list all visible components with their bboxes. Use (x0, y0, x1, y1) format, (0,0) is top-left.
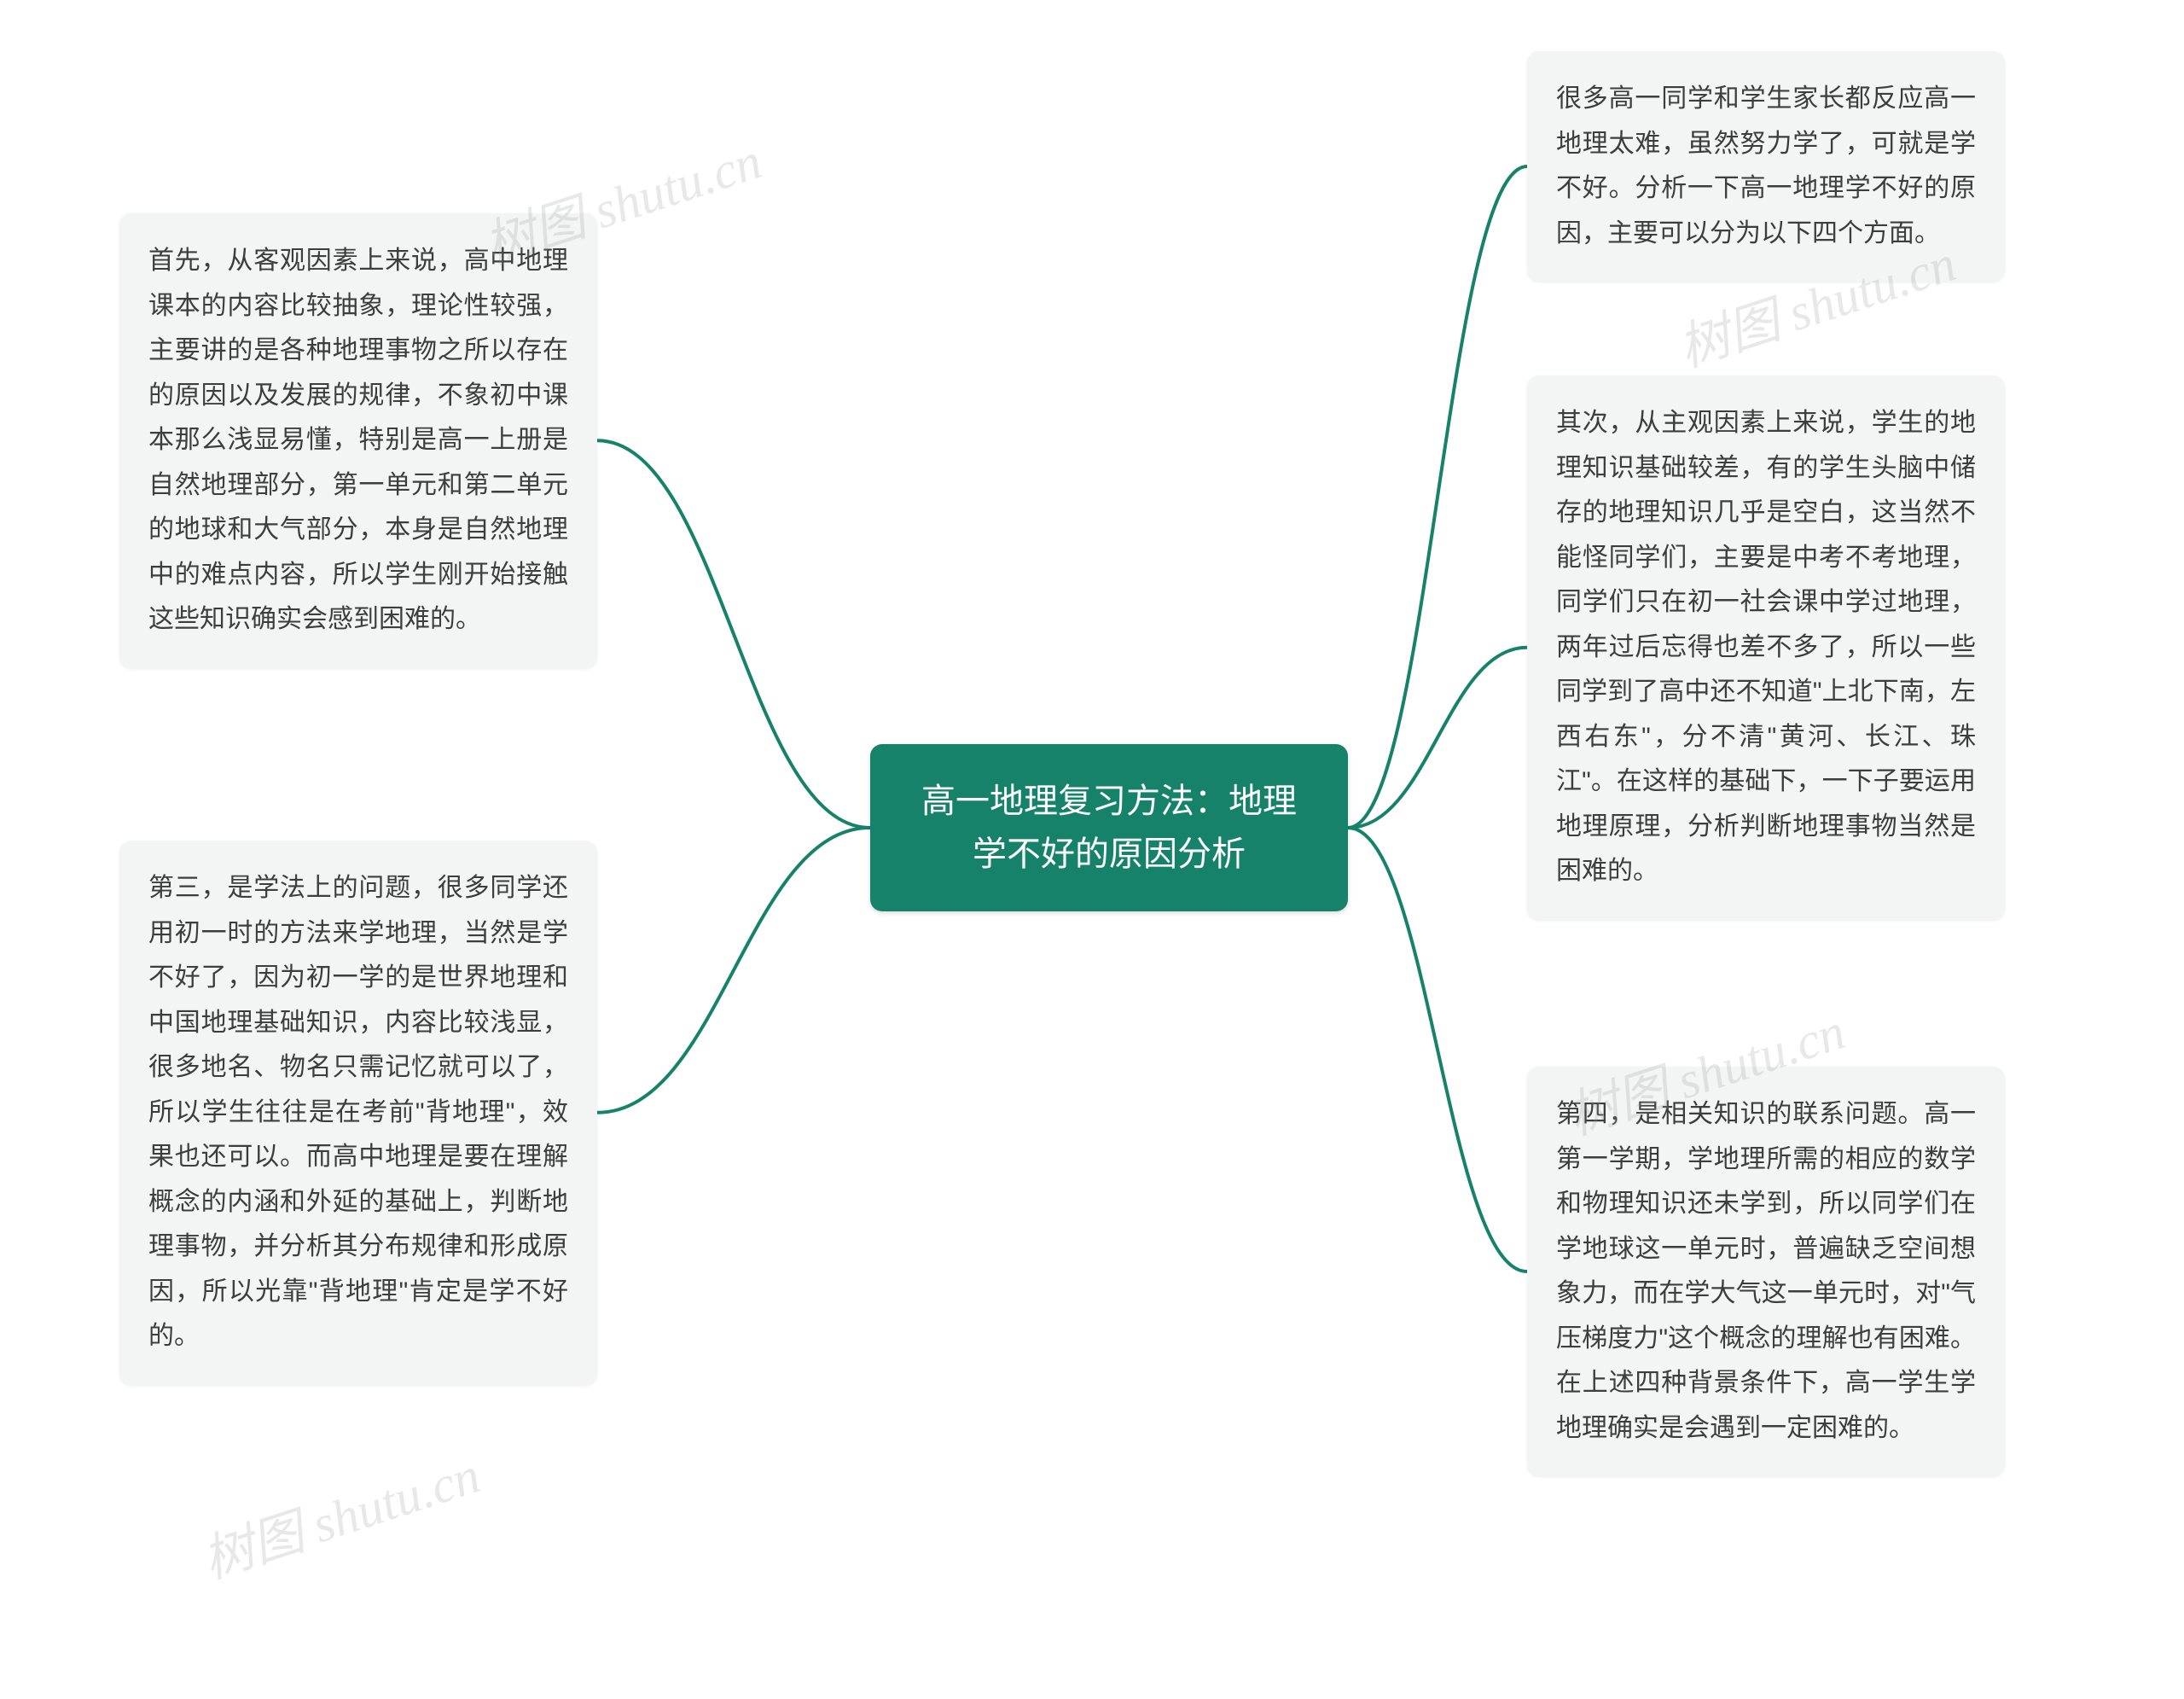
mindmap-canvas: 高一地理复习方法：地理学不好的原因分析 很多高一同学和学生家长都反应高一地理太难… (0, 0, 2184, 1699)
center-topic[interactable]: 高一地理复习方法：地理学不好的原因分析 (870, 744, 1348, 911)
branch-text: 其次，从主观因素上来说，学生的地理知识基础较差，有的学生头脑中储存的地理知识几乎… (1556, 409, 1976, 885)
branch-intro[interactable]: 很多高一同学和学生家长都反应高一地理太难，虽然努力学了，可就是学不好。分析一下高… (1527, 51, 2005, 282)
branch-text: 很多高一同学和学生家长都反应高一地理太难，虽然努力学了，可就是学不好。分析一下高… (1556, 84, 1976, 247)
branch-reason-1[interactable]: 首先，从客观因素上来说，高中地理课本的内容比较抽象，理论性较强，主要讲的是各种地… (119, 213, 597, 668)
branch-text: 第四，是相关知识的联系问题。高一第一学期，学地理所需的相应的数学和物理知识还未学… (1556, 1100, 1976, 1442)
branch-reason-3[interactable]: 第三，是学法上的问题，很多同学还用初一时的方法来学地理，当然是学不好了，因为初一… (119, 841, 597, 1385)
branch-reason-4[interactable]: 第四，是相关知识的联系问题。高一第一学期，学地理所需的相应的数学和物理知识还未学… (1527, 1067, 2005, 1476)
center-topic-text: 高一地理复习方法：地理学不好的原因分析 (921, 783, 1297, 873)
watermark: 树图 shutu.cn (192, 1434, 488, 1593)
branch-text: 首先，从客观因素上来说，高中地理课本的内容比较抽象，理论性较强，主要讲的是各种地… (148, 247, 568, 633)
branch-text: 第三，是学法上的问题，很多同学还用初一时的方法来学地理，当然是学不好了，因为初一… (148, 874, 568, 1350)
branch-reason-2[interactable]: 其次，从主观因素上来说，学生的地理知识基础较差，有的学生头脑中储存的地理知识几乎… (1527, 375, 2005, 920)
